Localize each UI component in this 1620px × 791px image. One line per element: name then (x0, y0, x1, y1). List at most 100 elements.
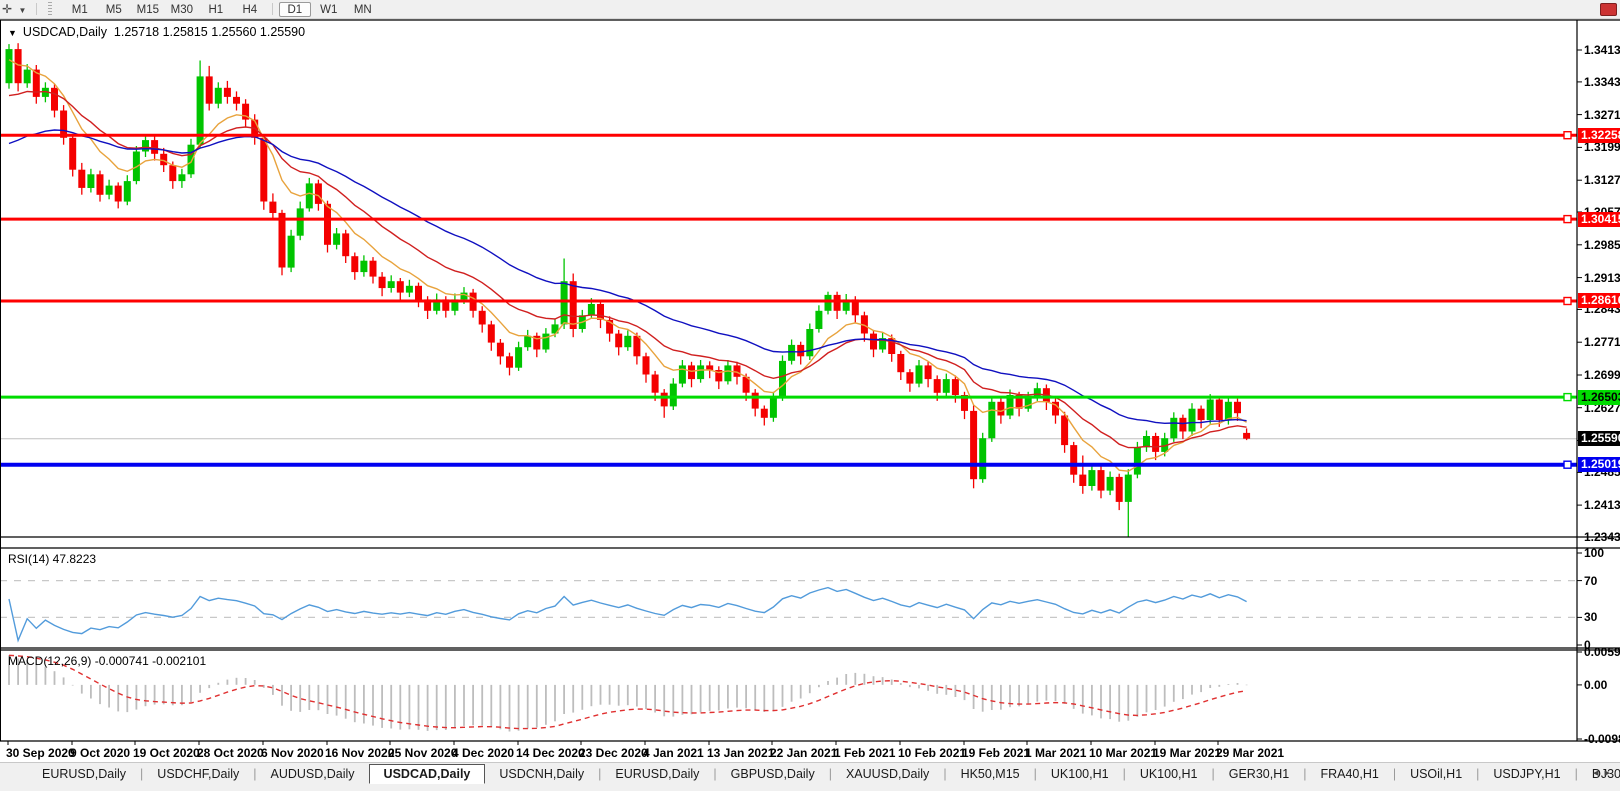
tab-divider: | (1303, 767, 1307, 781)
chart-tab-gbpusd-daily[interactable]: GBPUSD,Daily (730, 767, 815, 781)
timeframe-button-m30[interactable]: M30 (170, 4, 193, 16)
collapse-triangle-icon[interactable]: ▼ (8, 28, 17, 38)
hline-price-badge: 1.25019 (1578, 457, 1620, 472)
chart-tab-eurusd-daily[interactable]: EURUSD,Daily (42, 767, 127, 781)
chart-tab-usoil-h1[interactable]: USOil,H1 (1410, 767, 1463, 781)
price-tick-label: 1.31270 (1584, 173, 1620, 187)
hline-handle-icon[interactable] (1563, 130, 1572, 140)
chart-tab-fra40-h1[interactable]: FRA40,H1 (1320, 767, 1379, 781)
hline-handle-icon[interactable] (1563, 392, 1572, 402)
chart-tab-xauusd-daily[interactable]: XAUUSD,Daily (845, 767, 930, 781)
price-tick-label: 1.33430 (1584, 75, 1620, 89)
tab-scroll-left-icon[interactable]: ◂ (1592, 767, 1605, 779)
tab-divider: | (713, 767, 717, 781)
hline-price-badge: 1.30415 (1578, 212, 1620, 227)
ma-fast-line (8, 59, 1247, 472)
hline-handle-icon[interactable] (1563, 214, 1572, 224)
ohlc-values: 1.25718 1.25815 1.25560 1.25590 (113, 25, 306, 39)
price-tick-label: 1.31990 (1584, 140, 1620, 154)
price-tick-label: 1.29130 (1584, 271, 1620, 285)
tab-divider: | (1476, 767, 1480, 781)
tab-scroll-arrows: ◂▸ (1593, 766, 1616, 779)
chart-tab-eurusd-daily[interactable]: EURUSD,Daily (615, 767, 700, 781)
tab-scroll-right-icon[interactable]: ▸ (1604, 767, 1616, 779)
macd-label: MACD(12,26,9) -0.000741 -0.002101 (8, 654, 207, 668)
tab-divider: | (828, 767, 832, 781)
chart-tab-dj30-weekly[interactable]: DJ30,Weekly (1591, 767, 1620, 781)
date-tick-label: 22 Jan 2021 (770, 746, 838, 760)
chart-background (0, 20, 1620, 741)
chevron-down-icon[interactable]: ▼ (18, 6, 27, 15)
chart-tab-usdcad-daily[interactable]: USDCAD,Daily (368, 764, 486, 784)
chart-title: ▼ USDCAD,Daily 1.25718 1.25815 1.25560 1.… (8, 25, 305, 39)
timeframe-button-d1[interactable]: D1 (278, 2, 311, 17)
price-tick-label: 1.29850 (1584, 238, 1620, 252)
chart-tab-usdjpy-h1[interactable]: USDJPY,H1 (1493, 767, 1561, 781)
chart-tab-ger30-h1[interactable]: GER30,H1 (1228, 767, 1290, 781)
date-tick-label: 19 Feb 2021 (962, 746, 1031, 760)
timeframe-button-mn[interactable]: MN (353, 4, 372, 16)
tab-divider: | (598, 767, 602, 781)
rsi-line (8, 586, 1247, 643)
hline-price-badge: 1.26503 (1578, 390, 1620, 405)
hline-handle-icon[interactable] (1563, 296, 1572, 306)
tab-divider: | (1033, 767, 1037, 781)
timeframe-button-h4[interactable]: H4 (242, 4, 258, 16)
macd-tick-label: 0.005978 (1584, 645, 1620, 659)
chart-tab-bar: EURUSD,Daily | USDCHF,Daily | AUDUSD,Daily US… (0, 762, 1620, 785)
chart-tab-uk100-h1[interactable]: UK100,H1 (1139, 767, 1198, 781)
chart-tab-uk100-h1[interactable]: UK100,H1 (1050, 767, 1109, 781)
date-tick-label: 6 Nov 2020 (261, 746, 324, 760)
crosshair-cursor-icon[interactable]: ✛ (2, 2, 13, 16)
ma-slow-line (8, 129, 1247, 425)
timeframe-button-h1[interactable]: H1 (208, 4, 224, 16)
tab-divider: | (1211, 767, 1215, 781)
chart-tab-usdcnh-daily[interactable]: USDCNH,Daily (499, 767, 585, 781)
rsi-tick-label: 70 (1584, 574, 1598, 588)
rsi-tick-label: 0 (1584, 638, 1591, 652)
hline-price-badge: 1.28616 (1578, 293, 1620, 308)
rsi-label: RSI(14) 47.8223 (8, 552, 97, 566)
ma-mid-line (8, 90, 1247, 449)
timeframe-button-m1[interactable]: M1 (71, 4, 88, 16)
timeframe-button-m5[interactable]: M5 (105, 4, 122, 16)
tab-divider: | (1122, 767, 1126, 781)
price-tick-label: 1.23430 (1584, 530, 1620, 544)
toolbar: ✛ ▼ M1 M5 M15 M30 H1 H4 D1 W1 MN (0, 0, 1620, 19)
tab-divider: | (1574, 767, 1578, 781)
macd-tick-label: -0.009849 (1584, 732, 1620, 746)
date-tick-label: 19 Mar 2021 (1153, 746, 1222, 760)
toolbar-drag-grip[interactable] (48, 2, 53, 16)
hline-handle-icon[interactable] (1563, 460, 1572, 469)
date-tick-label: 25 Nov 2020 (388, 746, 458, 760)
date-tick-label: 10 Mar 2021 (1089, 746, 1158, 760)
chart-tab-audusd-daily[interactable]: AUDUSD,Daily (270, 767, 355, 781)
toolbar-right-icon[interactable] (1600, 3, 1617, 16)
chart-tab-usdchf-daily[interactable]: USDCHF,Daily (157, 767, 240, 781)
macd-signal-line (8, 654, 1247, 730)
date-tick-label: 13 Jan 2021 (707, 746, 775, 760)
date-tick-label: 1 Feb 2021 (834, 746, 896, 760)
price-tick-label: 1.32710 (1584, 108, 1620, 122)
macd-tick-label: 0.00 (1584, 678, 1608, 692)
tab-divider: | (943, 767, 947, 781)
date-tick-label: 4 Jan 2021 (643, 746, 704, 760)
timeframe-buttons: M1 M5 M15 M30 H1 H4 D1 W1 MN (63, 0, 380, 17)
rsi-tick-label: 30 (1584, 610, 1598, 624)
toolbar-separator (35, 2, 37, 15)
price-tick-label: 1.27710 (1584, 335, 1620, 349)
toolbar-separator (271, 2, 273, 15)
timeframe-button-m15[interactable]: M15 (136, 4, 159, 16)
date-tick-label: 23 Dec 2020 (579, 746, 648, 760)
timeframe-button-w1[interactable]: W1 (320, 4, 338, 16)
date-tick-label: 16 Nov 2020 (325, 746, 395, 760)
date-tick-label: 19 Oct 2020 (133, 746, 200, 760)
date-tick-label: 1 Mar 2021 (1025, 746, 1087, 760)
date-tick-label: 14 Dec 2020 (516, 746, 585, 760)
price-tick-label: 1.24130 (1584, 498, 1620, 512)
chart-tab-hk50-m15[interactable]: HK50,M15 (960, 767, 1020, 781)
date-tick-label: 10 Feb 2021 (898, 746, 967, 760)
date-tick-label: 4 Dec 2020 (452, 746, 515, 760)
